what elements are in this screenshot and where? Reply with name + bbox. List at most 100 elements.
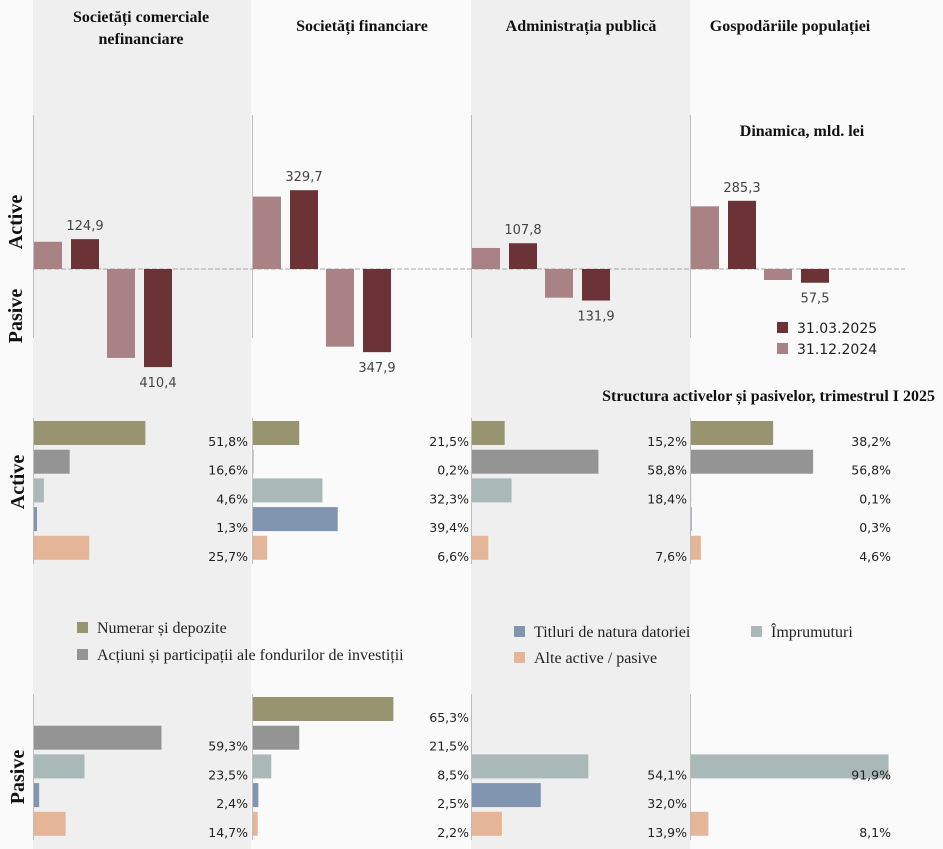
bar-active-component-0 — [472, 421, 505, 445]
percent-label-active: 6,6% — [437, 549, 469, 564]
percent-label-pasive: 2,5% — [437, 796, 469, 811]
bar-active-31.12.2024 — [34, 241, 62, 269]
bar-active-31.12.2024 — [472, 247, 500, 269]
bar-active-31.12.2024 — [253, 196, 281, 269]
bar-active-component-2 — [253, 478, 323, 503]
bar-active-component-1 — [691, 449, 814, 474]
bar-pasive-component-4 — [34, 811, 66, 836]
percent-label-active: 4,6% — [216, 491, 248, 506]
bar-pasive-31.03.2025 — [582, 269, 610, 301]
bar-pasive-31.12.2024 — [107, 269, 135, 358]
legend-swatch — [77, 649, 88, 660]
bar-pasive-component-4 — [472, 811, 502, 836]
percent-label-active: 21,5% — [429, 434, 469, 449]
bar-active-component-0 — [34, 421, 146, 445]
structure-title: Structura activelor și pasivelor, trimes… — [602, 388, 935, 406]
bar-pasive-component-4 — [691, 811, 709, 836]
percent-label-active: 15,2% — [647, 434, 687, 449]
bar-active-component-1 — [34, 449, 70, 474]
bar-active-component-0 — [253, 421, 300, 445]
percent-label-pasive: 2,4% — [216, 796, 248, 811]
legend-label: 31.03.2025 — [797, 321, 877, 337]
percent-label-active: 56,8% — [851, 463, 891, 478]
legend-swatch — [777, 322, 788, 333]
bar-active-31.03.2025 — [71, 239, 99, 269]
percent-label-active: 25,7% — [208, 549, 248, 564]
percent-label-active: 0,3% — [859, 520, 891, 535]
data-label-pasive: 131,9 — [577, 310, 614, 325]
legend-label: Împrumuturi — [771, 622, 853, 641]
percent-label-pasive: 54,1% — [647, 767, 687, 782]
legend-swatch — [751, 626, 762, 637]
bar-pasive-component-2 — [472, 754, 589, 779]
bar-active-component-1 — [472, 449, 599, 474]
sector-header: Gospodăriile populației — [710, 18, 871, 36]
bar-pasive-component-3 — [472, 783, 541, 808]
bar-active-31.03.2025 — [290, 190, 318, 269]
bar-active-component-4 — [691, 535, 701, 560]
bar-active-component-3 — [34, 507, 37, 532]
percent-label-active: 1,3% — [216, 520, 248, 535]
bar-active-component-4 — [472, 535, 489, 560]
percent-label-pasive: 23,5% — [208, 767, 248, 782]
percent-label-pasive: 14,7% — [208, 825, 248, 840]
bar-active-component-4 — [253, 535, 268, 560]
bar-pasive-component-2 — [34, 754, 85, 779]
data-label-pasive: 410,4 — [139, 376, 176, 391]
data-label-active: 329,7 — [285, 170, 322, 185]
percent-label-active: 4,6% — [859, 549, 891, 564]
bar-active-31.03.2025 — [728, 200, 756, 269]
percent-label-active: 58,8% — [647, 463, 687, 478]
bar-active-component-0 — [691, 421, 774, 445]
percent-label-pasive: 65,3% — [429, 710, 469, 725]
data-label-pasive: 347,9 — [358, 361, 395, 376]
pasive-side-label: Pasive — [5, 289, 27, 344]
percent-label-active: 32,3% — [429, 491, 469, 506]
legend-swatch — [514, 626, 525, 637]
percent-label-active: 16,6% — [208, 463, 248, 478]
bar-active-component-2 — [472, 478, 512, 503]
percent-label-active: 38,2% — [851, 434, 891, 449]
bar-pasive-component-3 — [34, 783, 40, 808]
sector-header: Societăți comerciale — [73, 9, 209, 27]
bar-active-31.03.2025 — [509, 243, 537, 269]
percent-label-active: 51,8% — [208, 434, 248, 449]
bar-pasive-component-1 — [253, 725, 300, 750]
bar-pasive-31.12.2024 — [764, 269, 792, 280]
percent-label-pasive: 13,9% — [647, 825, 687, 840]
percent-label-active: 39,4% — [429, 520, 469, 535]
legend-label: 31.12.2024 — [797, 342, 877, 358]
pasive-side-label: Pasive — [7, 750, 29, 805]
legend-swatch — [777, 343, 788, 354]
legend-label: Numerar și depozite — [97, 620, 227, 637]
percent-label-pasive: 91,9% — [851, 767, 891, 782]
sector-header: Societăți financiare — [296, 18, 428, 36]
data-label-pasive: 57,5 — [801, 292, 830, 307]
data-label-active: 285,3 — [723, 181, 760, 196]
sector-header: nefinanciare — [98, 31, 183, 48]
bar-active-31.12.2024 — [691, 206, 719, 269]
bar-active-component-4 — [34, 535, 90, 560]
panel-shade — [471, 0, 690, 849]
percent-label-active: 0,1% — [859, 491, 891, 506]
bar-pasive-component-2 — [691, 754, 889, 779]
bar-pasive-31.03.2025 — [144, 269, 172, 368]
bar-pasive-component-1 — [34, 725, 162, 750]
data-label-active: 124,9 — [66, 219, 103, 234]
legend-label: Acțiuni și participații ale fondurilor d… — [97, 647, 404, 664]
percent-label-pasive: 8,1% — [859, 825, 891, 840]
bar-active-component-3 — [253, 507, 338, 532]
bar-pasive-31.12.2024 — [326, 269, 354, 347]
legend-label: Titluri de natura datoriei — [534, 624, 691, 641]
bar-pasive-component-3 — [253, 783, 259, 808]
legend-label: Alte active / pasive — [534, 650, 657, 667]
active-side-label: Active — [7, 455, 29, 510]
bar-active-component-3 — [691, 507, 692, 532]
legend-swatch — [514, 652, 525, 663]
active-side-label: Active — [5, 195, 27, 250]
legend-swatch — [77, 622, 88, 633]
bar-active-component-2 — [34, 478, 44, 503]
percent-label-pasive: 8,5% — [437, 767, 469, 782]
data-label-active: 107,8 — [504, 223, 541, 238]
